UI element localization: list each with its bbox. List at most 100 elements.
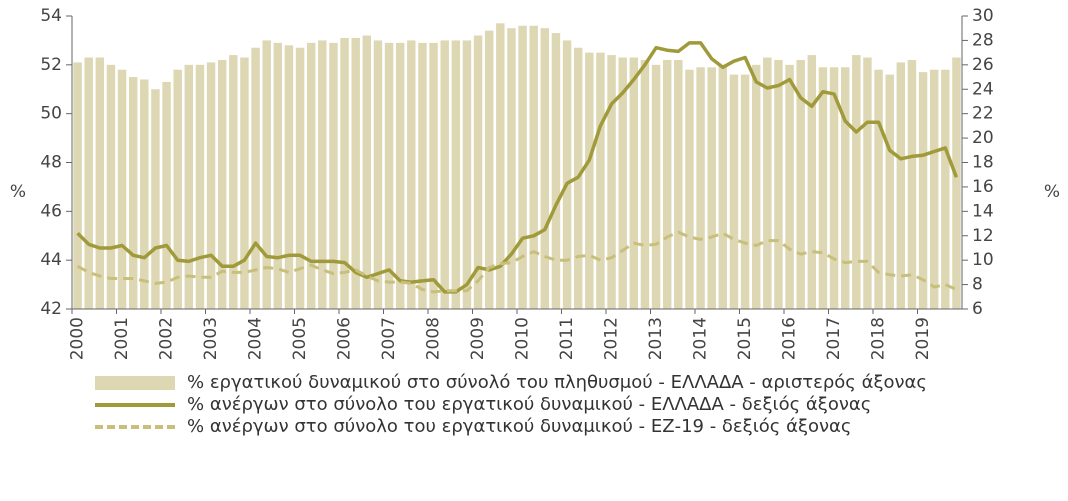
bar [551, 33, 561, 309]
bar [807, 55, 817, 309]
bar [451, 40, 461, 310]
bar [640, 59, 650, 310]
bar [507, 28, 516, 309]
x-tick-label: 2013 [646, 317, 666, 360]
bar [128, 77, 138, 310]
line [76, 41, 959, 294]
y2-tick-label: 6 [972, 299, 983, 319]
legend-label: % εργατικού δυναμικού στο σύνολό του πλη… [187, 372, 927, 393]
legend-swatch [95, 425, 175, 429]
legend-item: % εργατικού δυναμικού στο σύνολό του πλη… [95, 372, 967, 393]
bar [440, 40, 449, 310]
x-tick-label: 2004 [246, 317, 266, 360]
y-tick-label: 50 [40, 104, 62, 124]
chart: % % 42 44 46 48 50 52 54 6 8 10 12 14 16 18 20 22 24 26 28… [10, 6, 1060, 360]
bar [140, 79, 149, 309]
bar [173, 69, 182, 309]
bar [585, 52, 594, 309]
bar [340, 37, 349, 309]
x-tick-label: 2012 [602, 317, 622, 360]
bar [284, 45, 294, 310]
bar [273, 42, 283, 309]
y2-tick-label: 14 [972, 201, 994, 221]
x-tick-label: 2009 [468, 317, 488, 360]
x-tick-label: 2014 [691, 317, 711, 360]
x-tick-label: 2002 [157, 317, 177, 360]
bar [662, 59, 672, 310]
bar [707, 67, 716, 310]
x-tick-label: 2006 [335, 317, 355, 360]
y2-tick-label: 8 [972, 275, 983, 295]
bar [484, 30, 494, 310]
y2-tick-label: 10 [972, 250, 994, 270]
bar [262, 40, 271, 310]
bar [562, 40, 572, 310]
x-tick-label: 2019 [913, 317, 933, 360]
bar [863, 57, 872, 310]
x-tick-label: 2005 [290, 317, 310, 360]
bar [696, 67, 705, 310]
x-tick-label: 2010 [513, 317, 533, 360]
x-tick-label: 2015 [735, 317, 755, 360]
y2-tick-label: 16 [972, 177, 994, 197]
legend-label: % ανέργων στο σύνολο του εργατικού δυναμ… [187, 394, 872, 415]
y2-axis-label: % [1044, 182, 1060, 202]
bar [774, 59, 783, 310]
bar [84, 57, 93, 310]
bar [217, 59, 227, 310]
legend-swatch [95, 403, 175, 407]
bar [351, 37, 360, 309]
bar [952, 57, 961, 310]
bar [195, 64, 205, 309]
y2-tick-label: 18 [972, 153, 994, 173]
y2-tick-label: 20 [972, 128, 994, 148]
bar [852, 55, 861, 309]
y-tick-label: 44 [40, 250, 62, 270]
y2-tick-label: 30 [972, 6, 994, 26]
bar [540, 28, 550, 309]
line [76, 230, 958, 294]
y-tick-label: 48 [40, 153, 62, 173]
bar [462, 40, 472, 310]
bar [929, 69, 939, 309]
legend-swatch [95, 376, 175, 390]
bar [763, 57, 772, 310]
bar [796, 59, 805, 310]
bar [117, 69, 127, 309]
bar [596, 52, 605, 309]
bar [918, 72, 928, 310]
bar [874, 69, 883, 309]
x-tick-label: 2008 [424, 317, 444, 360]
bar [329, 42, 338, 309]
bar [240, 57, 249, 310]
bar [785, 64, 794, 309]
y-tick-label: 52 [40, 55, 62, 75]
y-axis-label: % [10, 182, 26, 202]
legend-item: % ανέργων στο σύνολο του εργατικού δυναμ… [95, 394, 967, 415]
legend-item: % ανέργων στο σύνολο του εργατικού δυναμ… [95, 416, 967, 437]
bar [674, 59, 683, 310]
y2-tick-label: 28 [972, 30, 994, 50]
bar [829, 67, 839, 310]
bar [151, 89, 160, 309]
bar [395, 42, 405, 309]
bar [429, 42, 438, 309]
bar [751, 64, 761, 309]
bar [718, 64, 728, 309]
legend: % εργατικού δυναμικού στο σύνολό του πλη… [95, 372, 995, 438]
bar [685, 69, 694, 309]
bar [162, 81, 171, 309]
bar [496, 23, 505, 309]
bar [362, 35, 372, 310]
bar [206, 62, 216, 310]
bar [840, 67, 850, 310]
bar [629, 57, 639, 310]
bar [518, 25, 527, 310]
y-tick-label: 46 [40, 201, 62, 221]
y2-tick-label: 22 [972, 104, 994, 124]
bar [607, 55, 616, 309]
bar [418, 42, 427, 309]
x-tick-label: 2016 [780, 317, 800, 360]
bar [618, 57, 627, 310]
x-tick-label: 2007 [379, 317, 399, 360]
